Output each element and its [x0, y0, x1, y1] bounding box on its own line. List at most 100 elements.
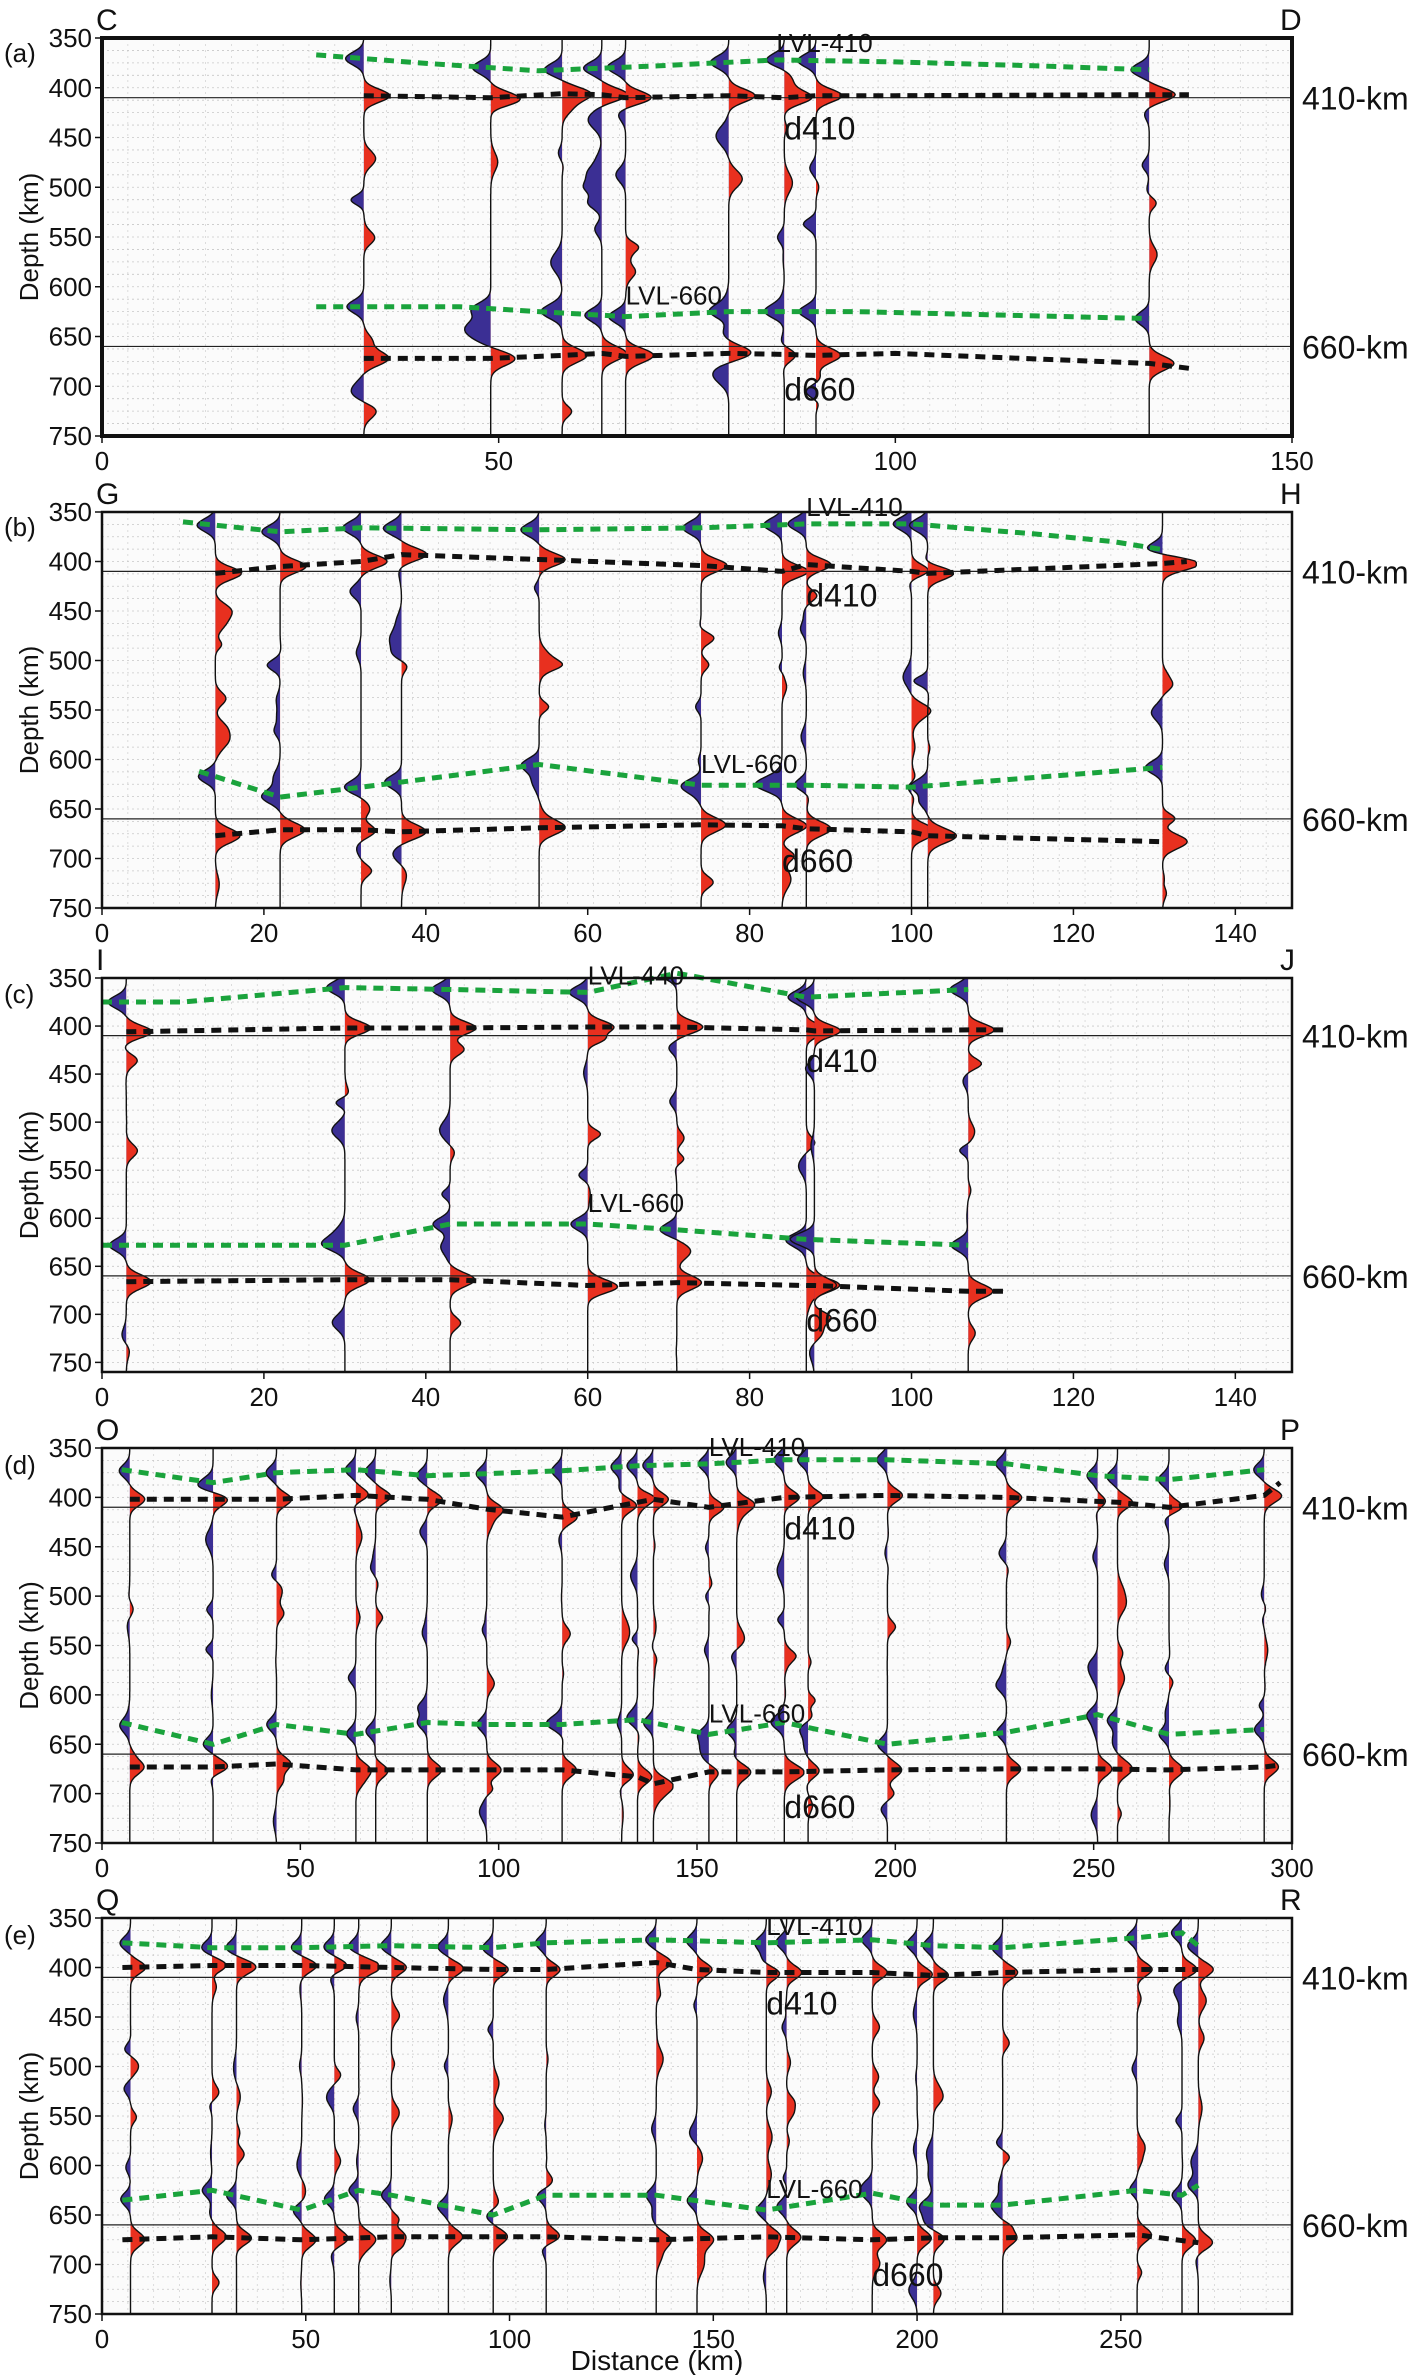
y-tick-label: 350 — [49, 497, 92, 527]
trace-line — [1187, 1918, 1214, 2313]
trace-negative-fill — [583, 38, 602, 436]
y-tick-label: 550 — [49, 1631, 92, 1661]
y-tick-label: 600 — [49, 2151, 92, 2181]
trace-positive-fill — [728, 38, 755, 436]
trace-line — [995, 1447, 1023, 1842]
trace-positive-fill — [676, 978, 703, 1372]
panel-label: (e) — [4, 1920, 36, 1950]
boundary-label: 660-km — [1302, 329, 1409, 365]
y-tick-label: 350 — [49, 1433, 92, 1463]
trace-positive-fill — [280, 512, 306, 908]
y-tick-label: 700 — [49, 371, 92, 401]
annotation-label: d660 — [782, 843, 853, 879]
x-tick-label: 120 — [1052, 918, 1095, 948]
trace-positive-fill — [450, 978, 476, 1372]
trace-positive-fill — [334, 1918, 348, 2314]
trace-positive-fill — [786, 1918, 802, 2314]
trace-positive-fill — [391, 1918, 407, 2314]
y-tick-label: 550 — [49, 2101, 92, 2131]
trace-negative-fill — [437, 1918, 449, 2314]
trace-negative-fill — [345, 38, 364, 436]
series-lvl-410 — [316, 52, 1150, 74]
boundary-label: 660-km — [1302, 1259, 1409, 1295]
trace-positive-fill — [1169, 1448, 1184, 1843]
panel-label: (d) — [4, 1450, 36, 1480]
x-tick-label: 140 — [1214, 918, 1257, 948]
trace-negative-fill — [108, 978, 127, 1372]
traces — [119, 1917, 1214, 2314]
y-tick-label: 350 — [49, 23, 92, 53]
trace-positive-fill — [539, 512, 566, 908]
x-tick-label: 150 — [675, 1853, 718, 1883]
annotation-label: d660 — [872, 2257, 943, 2293]
trace-line — [290, 1918, 318, 2313]
trace-negative-fill — [754, 1918, 767, 2314]
trace-positive-fill — [301, 1918, 317, 2314]
profile-start-label: C — [96, 4, 118, 37]
trace-negative-fill — [906, 1918, 918, 2314]
traces — [344, 37, 1176, 436]
annotation-label: d660 — [784, 1789, 855, 1825]
y-tick-label: 400 — [49, 1011, 92, 1041]
boundary-label: 410-km — [1302, 1490, 1409, 1526]
trace-line — [892, 511, 938, 907]
trace-line — [797, 37, 843, 435]
annotation-label: d410 — [806, 577, 877, 613]
x-tick-label: 20 — [249, 918, 278, 948]
x-tick-label: 150 — [1270, 446, 1313, 476]
y-tick-label: 500 — [49, 1581, 92, 1611]
boundary-label: 410-km — [1302, 1019, 1409, 1055]
trace-negative-fill — [709, 38, 729, 436]
plot-frame — [100, 976, 1294, 1374]
x-tick-label: 100 — [477, 1853, 520, 1883]
trace-positive-fill — [562, 1448, 578, 1843]
boundary-label: 410-km — [1302, 1960, 1409, 1996]
trace-line — [437, 1918, 465, 2313]
trace-line — [990, 1918, 1019, 2313]
annotation-label: LVL-660 — [701, 749, 797, 779]
trace-negative-fill — [995, 1448, 1007, 1843]
trace-negative-fill — [321, 978, 345, 1372]
x-tick-label: 250 — [1072, 1853, 1115, 1883]
trace-line — [876, 1447, 904, 1842]
y-tick-label: 550 — [49, 222, 92, 252]
trace-negative-fill — [776, 1918, 787, 2314]
trace-line — [1085, 1448, 1113, 1842]
trace-negative-fill — [797, 38, 816, 436]
y-axis-label: Depth (km) — [14, 2052, 44, 2181]
y-tick-label: 550 — [49, 695, 92, 725]
trace-negative-fill — [797, 1448, 809, 1843]
trace-negative-fill — [541, 38, 563, 436]
panel-label: (c) — [4, 979, 34, 1009]
x-tick-label: 80 — [735, 918, 764, 948]
x-tick-label: 50 — [286, 1853, 315, 1883]
y-tick-label: 400 — [49, 547, 92, 577]
boundary-label: 410-km — [1302, 81, 1409, 117]
trace-line — [197, 1448, 229, 1842]
traces — [107, 977, 995, 1372]
annotation-label: LVL-660 — [588, 1188, 684, 1218]
y-tick-label: 750 — [49, 893, 92, 923]
y-tick-label: 650 — [49, 2200, 92, 2230]
trace-line — [431, 977, 477, 1372]
x-tick-label: 100 — [890, 918, 933, 948]
series-d660 — [129, 1761, 1281, 1787]
y-tick-label: 350 — [49, 1903, 92, 1933]
trace-line — [680, 511, 728, 908]
x-tick-label: 60 — [573, 918, 602, 948]
trace-positive-fill — [358, 1918, 379, 2314]
trace-positive-fill — [927, 512, 957, 908]
trace-positive-fill — [1181, 1918, 1197, 2314]
boundary-label: 410-km — [1302, 554, 1409, 590]
annotation-label: LVL-410 — [709, 1432, 805, 1462]
trace-line — [344, 37, 391, 436]
y-axis-label: Depth (km) — [14, 173, 44, 302]
trace-positive-fill — [1117, 1448, 1133, 1843]
trace-negative-fill — [611, 1448, 622, 1843]
trace-line — [568, 977, 619, 1372]
trace-line — [582, 38, 629, 435]
trace-line — [1106, 1448, 1134, 1842]
boundary-label: 660-km — [1302, 802, 1409, 838]
y-tick-label: 700 — [49, 2250, 92, 2280]
